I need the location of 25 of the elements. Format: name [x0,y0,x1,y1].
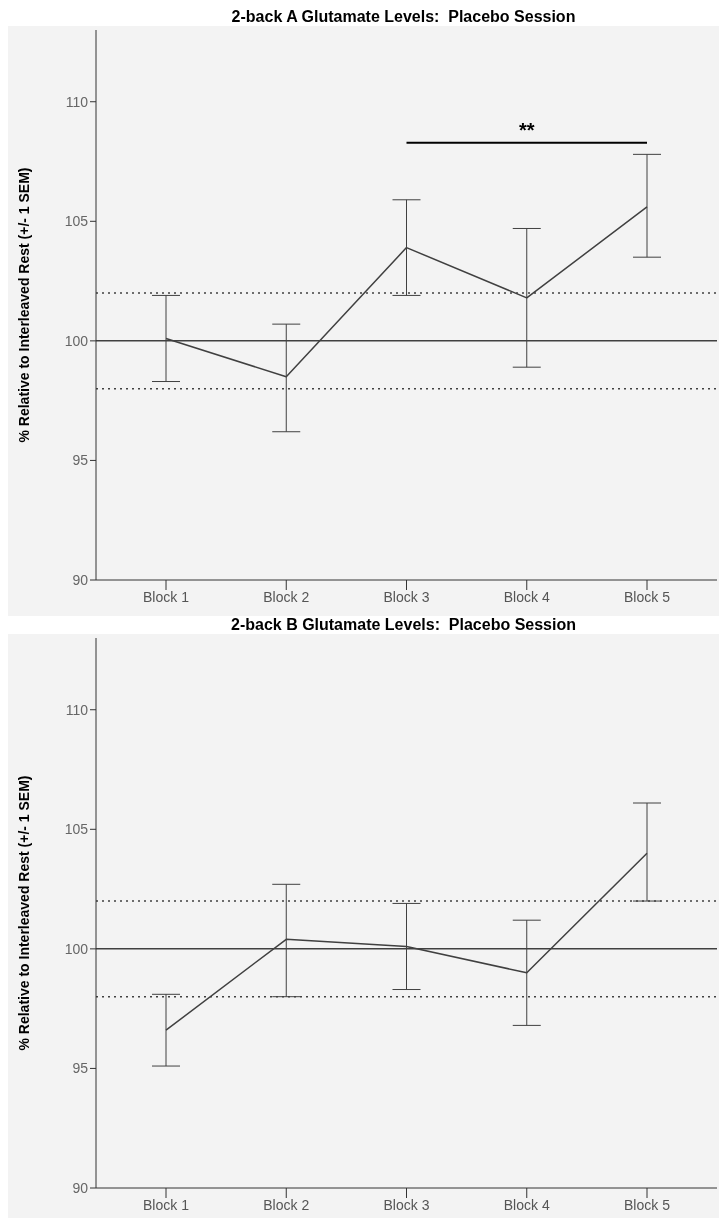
y-tick-label: 100 [64,332,89,349]
y-tick-label: 100 [64,940,89,957]
y-tick-label: 110 [65,701,89,718]
y-tick-label: 105 [64,821,89,838]
annotation: ** [518,118,535,141]
y-axis-title: % Relative to Interleaved Rest (+/- 1 SEM) [16,167,32,443]
y-axis-title: % Relative to Interleaved Rest (+/- 1 SEM) [16,775,32,1051]
x-tick-label: Block 2 [263,1196,310,1213]
x-tick-label: Block 3 [383,588,430,605]
x-tick-label: Block 2 [263,588,310,605]
x-tick-label: Block 5 [624,588,671,605]
x-tick-label: Block 4 [503,588,550,605]
x-tick-label: Block 4 [503,1196,550,1213]
x-tick-label: Block 1 [143,1196,190,1213]
y-tick-label: 95 [72,1060,89,1077]
y-tick-label: 95 [72,452,89,469]
x-tick-label: Block 3 [383,1196,430,1213]
chart-title: 2-back A Glutamate Levels: Placebo Session [230,8,577,26]
y-tick-label: 90 [72,1179,89,1196]
x-tick-label: Block 5 [624,1196,671,1213]
y-tick-label: 90 [72,571,89,588]
y-tick-label: 110 [65,93,89,110]
y-tick-label: 105 [64,213,89,230]
x-tick-label: Block 1 [143,588,190,605]
chart-title: 2-back B Glutamate Levels: Placebo Session [230,616,577,634]
